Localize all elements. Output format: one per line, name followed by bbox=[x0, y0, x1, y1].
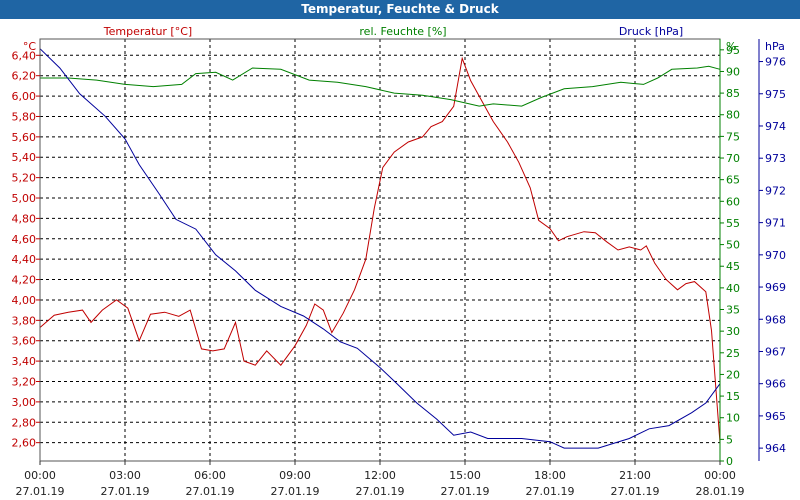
pressure-tick-label: 976 bbox=[765, 56, 786, 69]
x-tick-date: 27.01.19 bbox=[101, 485, 150, 498]
x-tick-time: 18:00 bbox=[534, 469, 566, 482]
temperature-tick-label: 4,00 bbox=[12, 294, 37, 307]
pressure-axis-title: Druck [hPa] bbox=[619, 25, 683, 38]
x-axis: 00:00 27.01.19 03:00 27.01.19 06:00 27.01.19 0… bbox=[16, 461, 745, 498]
pressure-tick-label: 968 bbox=[765, 313, 786, 326]
x-tick-time: 15:00 bbox=[449, 469, 481, 482]
pressure-tick-label: 971 bbox=[765, 217, 786, 230]
pressure-tick-label: 970 bbox=[765, 249, 786, 262]
pressure-tick-label: 966 bbox=[765, 378, 786, 391]
x-tick-date: 27.01.19 bbox=[611, 485, 660, 498]
humidity-tick-label: 85 bbox=[726, 87, 740, 100]
pressure-tick-label: 974 bbox=[765, 120, 786, 133]
temperature-tick-label: 5,40 bbox=[12, 151, 37, 164]
series-lines bbox=[39, 48, 721, 449]
temperature-tick-label: 3,40 bbox=[12, 355, 37, 368]
temperature-tick-label: 4,80 bbox=[12, 212, 37, 225]
humidity-tick-label: 90 bbox=[726, 65, 740, 78]
x-tick-time: 00:00 bbox=[704, 469, 736, 482]
humidity-tick-label: 50 bbox=[726, 239, 740, 252]
pressure-unit: hPa bbox=[765, 40, 785, 53]
x-tick-date: 28.01.19 bbox=[696, 485, 745, 498]
temperature-tick-label: 5,00 bbox=[12, 192, 37, 205]
temperature-tick-label: 4,20 bbox=[12, 274, 37, 287]
temperature-tick-label: 3,20 bbox=[12, 375, 37, 388]
temperature-tick-label: 3,80 bbox=[12, 314, 37, 327]
humidity-tick-label: 35 bbox=[726, 304, 740, 317]
x-tick-time: 06:00 bbox=[194, 469, 226, 482]
x-tick-time: 21:00 bbox=[619, 469, 651, 482]
humidity-tick-label: 30 bbox=[726, 325, 740, 338]
x-tick-date: 27.01.19 bbox=[356, 485, 405, 498]
temperature-tick-label: 5,60 bbox=[12, 131, 37, 144]
x-tick-time: 00:00 bbox=[24, 469, 56, 482]
humidity-axis: 0 5 10 15 20 25 30 35 40 45 50 55 60 65 70 75 80 85 90 95 bbox=[719, 39, 740, 468]
temperature-tick-label: 6,00 bbox=[12, 90, 37, 103]
pressure-tick-label: 969 bbox=[765, 281, 786, 294]
series-humidity bbox=[40, 65, 721, 107]
humidity-tick-label: 75 bbox=[726, 130, 740, 143]
x-tick-date: 27.01.19 bbox=[271, 485, 320, 498]
temperature-tick-label: 6,20 bbox=[12, 70, 37, 83]
temperature-tick-label: 5,80 bbox=[12, 110, 37, 123]
humidity-tick-label: 55 bbox=[726, 217, 740, 230]
humidity-tick-label: 5 bbox=[726, 433, 733, 446]
humidity-tick-label: 80 bbox=[726, 109, 740, 122]
temperature-tick-label: 2,60 bbox=[12, 437, 37, 450]
series-pressure bbox=[39, 48, 721, 449]
humidity-tick-label: 25 bbox=[726, 347, 740, 360]
grid bbox=[40, 39, 720, 461]
temperature-tick-label: 3,60 bbox=[12, 335, 37, 348]
temperature-unit: °C bbox=[23, 40, 37, 53]
temperature-axis-title: Temperatur [°C] bbox=[103, 25, 192, 38]
humidity-tick-label: 65 bbox=[726, 174, 740, 187]
x-tick-time: 03:00 bbox=[109, 469, 141, 482]
pressure-tick-label: 964 bbox=[765, 442, 786, 455]
x-tick-date: 27.01.19 bbox=[441, 485, 490, 498]
pressure-axis: 964 965 966 967 968 969 970 971 972 973 974 975 976 bbox=[758, 39, 786, 461]
humidity-axis-title: rel. Feuchte [%] bbox=[359, 25, 446, 38]
axis-labels: °C% hPa Temperatur [°C] rel. Feuchte [%] Dru… bbox=[23, 25, 785, 53]
pressure-tick-label: 972 bbox=[765, 184, 786, 197]
x-tick-date: 27.01.19 bbox=[526, 485, 575, 498]
humidity-tick-label: 40 bbox=[726, 282, 740, 295]
humidity-tick-label: 70 bbox=[726, 152, 740, 165]
humidity-tick-label: 10 bbox=[726, 412, 740, 425]
temperature-axis: 2,60 2,80 3,00 3,20 3,40 3,60 3,80 4,00 4,20 4,40… bbox=[12, 49, 40, 450]
pressure-tick-label: 973 bbox=[765, 152, 786, 165]
humidity-tick-label: 0 bbox=[726, 455, 733, 468]
humidity-tick-label: 95 bbox=[726, 44, 740, 57]
pressure-tick-label: 965 bbox=[765, 410, 786, 423]
temperature-tick-label: 4,40 bbox=[12, 253, 37, 266]
x-tick-time: 09:00 bbox=[279, 469, 311, 482]
humidity-tick-label: 45 bbox=[726, 260, 740, 273]
humidity-unit: % bbox=[726, 40, 736, 53]
humidity-tick-label: 15 bbox=[726, 390, 740, 403]
series-temperature bbox=[39, 56, 721, 443]
temperature-tick-label: 6,40 bbox=[12, 49, 37, 62]
temperature-tick-label: 4,60 bbox=[12, 233, 37, 246]
pressure-tick-label: 975 bbox=[765, 88, 786, 101]
temperature-tick-label: 5,20 bbox=[12, 172, 37, 185]
humidity-tick-label: 20 bbox=[726, 368, 740, 381]
chart-title: Temperatur, Feuchte & Druck bbox=[0, 0, 800, 19]
x-tick-time: 12:00 bbox=[364, 469, 396, 482]
x-tick-date: 27.01.19 bbox=[186, 485, 235, 498]
x-tick-date: 27.01.19 bbox=[16, 485, 65, 498]
temperature-tick-label: 2,80 bbox=[12, 416, 37, 429]
temperature-tick-label: 3,00 bbox=[12, 396, 37, 409]
humidity-tick-label: 60 bbox=[726, 195, 740, 208]
pressure-tick-label: 967 bbox=[765, 345, 786, 358]
